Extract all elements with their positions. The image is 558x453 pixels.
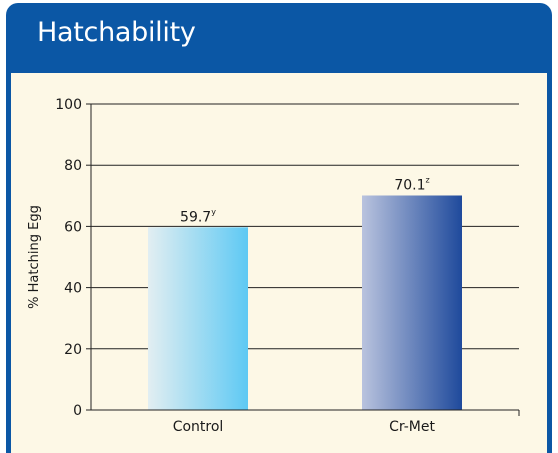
- card-title: Hatchability: [37, 17, 196, 48]
- data-label: 59.7y: [180, 207, 216, 225]
- y-tick-label: 100: [55, 97, 82, 113]
- bar-cr-met: [362, 195, 462, 410]
- y-tick-label: 40: [64, 281, 82, 297]
- y-tick-label: 0: [73, 403, 82, 419]
- y-tick-label: 20: [64, 342, 82, 358]
- data-label: 70.1z: [394, 175, 429, 193]
- y-tick-label: 80: [64, 158, 82, 174]
- y-tick-label: 60: [64, 219, 82, 235]
- bar-control: [148, 227, 248, 410]
- y-axis-label: % Hatching Egg: [27, 205, 42, 309]
- x-category-label: Control: [173, 419, 224, 435]
- x-category-label: Cr-Met: [389, 419, 435, 435]
